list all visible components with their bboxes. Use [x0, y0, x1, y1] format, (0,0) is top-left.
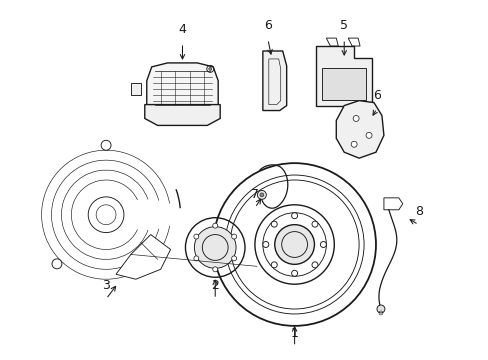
Text: 5: 5: [340, 19, 347, 32]
Circle shape: [193, 234, 199, 239]
Circle shape: [259, 193, 264, 197]
Circle shape: [291, 270, 297, 276]
Circle shape: [311, 221, 317, 227]
Circle shape: [212, 223, 217, 228]
Text: 8: 8: [414, 205, 422, 218]
Polygon shape: [263, 51, 286, 111]
Text: 6: 6: [372, 89, 380, 102]
Polygon shape: [322, 68, 366, 100]
Circle shape: [231, 256, 236, 261]
Circle shape: [366, 132, 371, 138]
Circle shape: [311, 262, 317, 268]
Polygon shape: [131, 83, 141, 95]
Circle shape: [271, 262, 277, 268]
Polygon shape: [116, 235, 170, 279]
Circle shape: [257, 190, 266, 199]
Circle shape: [350, 141, 356, 147]
Circle shape: [150, 259, 160, 269]
Circle shape: [193, 256, 199, 261]
Circle shape: [274, 225, 314, 264]
Circle shape: [352, 116, 358, 121]
Circle shape: [376, 305, 384, 313]
Circle shape: [194, 227, 236, 268]
Text: 2: 2: [211, 279, 219, 292]
Circle shape: [291, 213, 297, 219]
Text: 1: 1: [290, 327, 298, 340]
Polygon shape: [146, 63, 218, 114]
Circle shape: [320, 242, 325, 247]
Polygon shape: [144, 105, 220, 125]
Text: 6: 6: [264, 19, 271, 32]
Circle shape: [263, 242, 268, 247]
Text: 4: 4: [178, 23, 186, 36]
Text: 7: 7: [250, 188, 258, 201]
Circle shape: [101, 140, 111, 150]
Circle shape: [212, 267, 217, 272]
Circle shape: [271, 221, 277, 227]
Polygon shape: [316, 46, 371, 105]
Circle shape: [52, 259, 62, 269]
Polygon shape: [336, 100, 383, 158]
Circle shape: [208, 67, 211, 70]
Text: 3: 3: [102, 279, 110, 292]
Circle shape: [231, 234, 236, 239]
